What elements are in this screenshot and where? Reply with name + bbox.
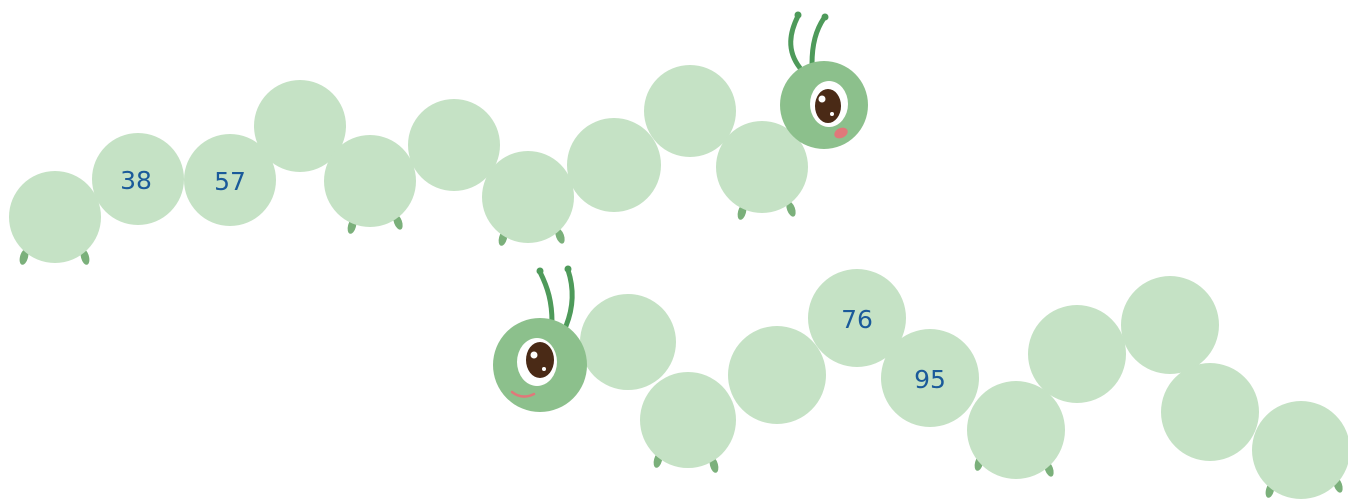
caterpillar-bottom-label-5: 95 — [914, 365, 946, 394]
caterpillar-top: 38 57 — [9, 11, 868, 265]
caterpillar-bottom-segment-10 — [1252, 401, 1348, 499]
caterpillar-top-segment-7 — [482, 151, 574, 243]
caterpillar-top-segment-6 — [408, 99, 500, 191]
smile-icon — [510, 390, 536, 398]
caterpillar-bottom-label-4: 76 — [841, 305, 873, 334]
caterpillar-bottom-segment-9 — [1161, 363, 1259, 461]
caterpillar-top-segment-5 — [324, 135, 416, 227]
caterpillar-top-segment-2 — [92, 133, 184, 225]
antenna-right-icon — [809, 15, 827, 67]
caterpillar-bottom-segment-7 — [1028, 305, 1126, 403]
caterpillar-bottom-segment-6 — [967, 381, 1065, 479]
caterpillar-bottom-head — [493, 265, 587, 412]
tongue-icon — [834, 127, 848, 139]
caterpillar-bottom-segment-3 — [728, 326, 826, 424]
caterpillar-top-segment-10 — [716, 121, 808, 213]
caterpillar-top-label-3: 57 — [214, 167, 246, 196]
caterpillar-top-segment-3 — [184, 134, 276, 226]
caterpillar-top-head — [780, 11, 868, 149]
caterpillar-bottom-segment-2 — [640, 372, 736, 468]
caterpillar-top-segment-4 — [254, 80, 346, 172]
antenna-left-icon — [537, 269, 555, 325]
caterpillar-top-segment-9 — [644, 65, 736, 157]
caterpillar-bottom: 76 95 — [493, 265, 1348, 499]
caterpillar-bottom-segment-5 — [881, 329, 979, 427]
antenna-left-icon — [788, 13, 803, 71]
caterpillar-top-segment-8 — [567, 118, 661, 212]
caterpillar-bottom-segment-8 — [1121, 276, 1219, 374]
eye-icon — [810, 81, 848, 127]
caterpillar-top-label-2: 38 — [120, 166, 152, 195]
caterpillar-bottom-segment-4 — [808, 269, 906, 367]
eye-icon — [517, 338, 557, 386]
caterpillar-top-segment-1 — [9, 171, 101, 263]
caterpillar-bottom-segment-1 — [580, 294, 676, 390]
antenna-right-icon — [563, 267, 575, 329]
